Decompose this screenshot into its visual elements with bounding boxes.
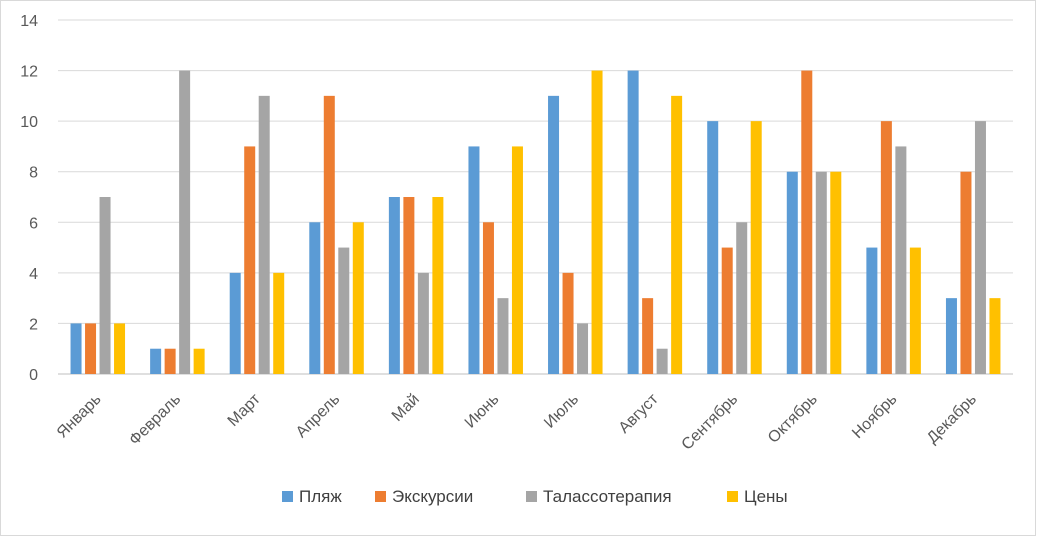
bar (960, 171, 972, 374)
bar (388, 197, 400, 374)
bar (468, 146, 480, 374)
x-tick-label: Январь (54, 391, 105, 442)
bar (909, 247, 921, 374)
bar (591, 70, 603, 375)
x-tick-label: Сентябрь (679, 391, 742, 454)
y-tick-label: 8 (29, 165, 38, 182)
bar (164, 348, 176, 374)
legend-label: Талассотерапия (543, 487, 672, 506)
x-tick-label: Август (616, 390, 663, 437)
bar (482, 222, 494, 374)
y-tick-label: 2 (29, 316, 38, 333)
bar (244, 146, 256, 374)
bar (577, 323, 589, 374)
legend-swatch (282, 491, 293, 502)
bar (70, 323, 82, 374)
bar (338, 247, 350, 374)
legend: Пляж Экскурсии Талассотерапия Цены (282, 487, 788, 506)
bar (417, 272, 429, 374)
bar (895, 146, 907, 374)
y-tick-label: 12 (20, 64, 38, 81)
bar (866, 247, 878, 374)
bar (548, 95, 560, 374)
bar (193, 348, 205, 374)
legend-label: Экскурсии (392, 487, 473, 506)
y-tick-label: 6 (29, 215, 38, 232)
x-tick-label: Май (389, 391, 423, 425)
bar (736, 222, 748, 374)
bar (150, 348, 162, 374)
bar (815, 171, 827, 374)
x-tick-label: Июль (541, 391, 582, 432)
bar (273, 272, 285, 374)
y-axis-ticks: 0 2 4 6 8 10 12 14 (20, 13, 38, 384)
x-tick-label: Июнь (462, 391, 503, 432)
bar (179, 70, 191, 375)
x-tick-label: Октябрь (765, 391, 821, 447)
bar (880, 121, 892, 375)
bar (497, 298, 509, 374)
bar (721, 247, 733, 374)
legend-swatch (526, 491, 537, 502)
x-tick-label: Ноябрь (849, 391, 900, 442)
legend-swatch (727, 491, 738, 502)
x-tick-label: Март (225, 390, 265, 430)
bar (352, 222, 364, 374)
bar (642, 298, 654, 374)
bar (830, 171, 842, 374)
y-tick-label: 0 (29, 367, 38, 384)
legend-swatch (375, 491, 386, 502)
bar (989, 298, 1001, 374)
bar (750, 121, 762, 375)
bar (511, 146, 523, 374)
bar (258, 95, 270, 374)
bar (801, 70, 813, 375)
x-tick-label: Апрель (293, 391, 343, 441)
y-tick-label: 14 (20, 13, 38, 30)
bar (99, 197, 111, 374)
bars (70, 70, 1001, 375)
bar (707, 121, 719, 375)
legend-label: Пляж (299, 487, 342, 506)
y-tick-label: 4 (29, 266, 38, 283)
x-tick-label: Февраль (126, 391, 184, 449)
gridlines (58, 19, 1013, 375)
bar (323, 95, 335, 374)
bar (974, 121, 986, 375)
bar (627, 70, 639, 375)
y-tick-label: 10 (20, 114, 38, 131)
bar (432, 197, 444, 374)
legend-label: Цены (744, 487, 788, 506)
x-axis-ticks: Январь Февраль Март Апрель Май Июнь Июль Август… (54, 390, 980, 453)
bar (562, 272, 574, 374)
bar (229, 272, 241, 374)
bar (656, 348, 668, 374)
bar (85, 323, 97, 374)
bar (403, 197, 415, 374)
bar (114, 323, 126, 374)
bar (671, 95, 683, 374)
bar (945, 298, 957, 374)
x-tick-label: Декабрь (924, 391, 980, 447)
bar (309, 222, 321, 374)
bar (786, 171, 798, 374)
